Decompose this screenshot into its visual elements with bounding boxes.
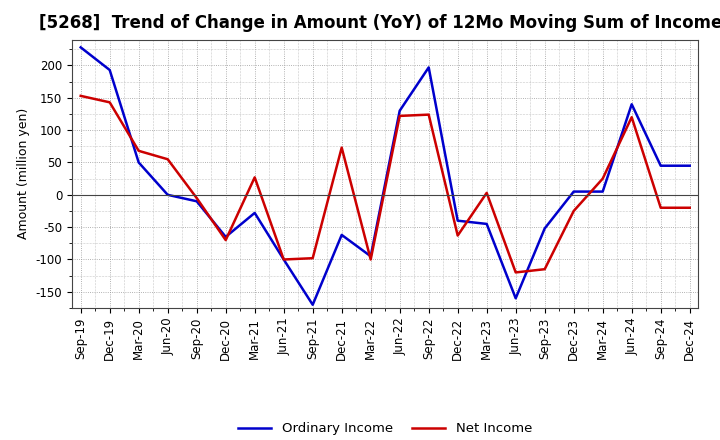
Net Income [279,257,288,262]
Net Income [308,256,317,261]
Ordinary Income [395,108,404,114]
Net Income [366,257,375,262]
Net Income [511,270,520,275]
Net Income [685,205,694,210]
Ordinary Income [598,189,607,194]
Ordinary Income [570,189,578,194]
Net Income [192,195,201,201]
Ordinary Income [105,67,114,73]
Ordinary Income [135,160,143,165]
Net Income [454,233,462,238]
Ordinary Income [511,296,520,301]
Net Income [135,148,143,154]
Ordinary Income [424,65,433,70]
Ordinary Income [279,257,288,262]
Ordinary Income [163,192,172,198]
Title: [5268]  Trend of Change in Amount (YoY) of 12Mo Moving Sum of Incomes: [5268] Trend of Change in Amount (YoY) o… [39,15,720,33]
Ordinary Income [482,221,491,227]
Net Income [395,113,404,118]
Net Income [627,114,636,120]
Net Income [76,93,85,99]
Net Income [482,190,491,195]
Ordinary Income [657,163,665,169]
Ordinary Income [541,226,549,231]
Ordinary Income [192,198,201,204]
Ordinary Income [685,163,694,169]
Y-axis label: Amount (million yen): Amount (million yen) [17,108,30,239]
Net Income [541,267,549,272]
Ordinary Income [366,253,375,259]
Net Income [251,175,259,180]
Line: Net Income: Net Income [81,96,690,272]
Ordinary Income [308,302,317,308]
Net Income [221,238,230,243]
Net Income [657,205,665,210]
Net Income [105,100,114,105]
Ordinary Income [221,234,230,239]
Net Income [570,209,578,214]
Ordinary Income [251,210,259,216]
Net Income [338,145,346,150]
Legend: Ordinary Income, Net Income: Ordinary Income, Net Income [233,417,538,440]
Net Income [424,112,433,117]
Ordinary Income [76,45,85,50]
Ordinary Income [627,102,636,107]
Net Income [163,157,172,162]
Line: Ordinary Income: Ordinary Income [81,48,690,305]
Net Income [598,176,607,181]
Ordinary Income [338,232,346,238]
Ordinary Income [454,218,462,224]
